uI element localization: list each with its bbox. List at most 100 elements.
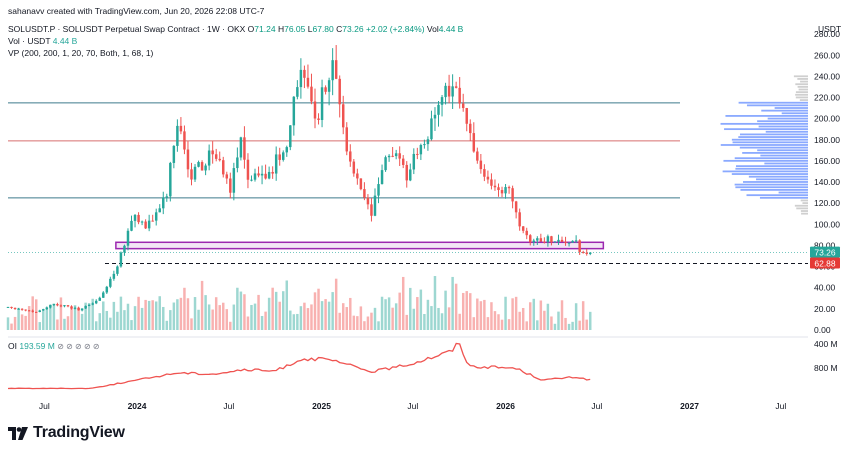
volume-bar bbox=[581, 301, 585, 330]
volume-bar bbox=[112, 301, 116, 330]
volume-bar bbox=[105, 310, 109, 330]
volume-bar bbox=[310, 304, 313, 330]
volume-bar bbox=[109, 317, 112, 330]
volume-bar bbox=[483, 299, 486, 330]
volume-value: 4.44 B bbox=[52, 36, 78, 46]
volume-bar bbox=[574, 303, 578, 330]
volume-bar bbox=[264, 311, 267, 330]
price-tick-label: 180.00 bbox=[814, 135, 840, 145]
volume-bar bbox=[162, 306, 165, 330]
volume-bar bbox=[17, 307, 20, 330]
oi-tick-label: 400 M bbox=[814, 339, 838, 349]
volume-profile-row bbox=[725, 115, 808, 117]
volume-bar bbox=[31, 296, 34, 330]
oi-settings-icons[interactable]: ⊘ ⊘ ⊘ ⊘ ⊘ bbox=[57, 342, 100, 351]
volume-bar bbox=[550, 316, 553, 330]
volume-bar bbox=[24, 315, 27, 330]
volume-profile-row bbox=[735, 165, 808, 168]
candle-body bbox=[211, 150, 214, 155]
volume-bar bbox=[186, 298, 190, 330]
volume-profile-row bbox=[799, 99, 808, 101]
candle-body bbox=[412, 153, 416, 170]
volume-profile-row bbox=[735, 186, 808, 189]
candle-body bbox=[162, 197, 165, 209]
volume-bar bbox=[27, 306, 31, 330]
volume-bar bbox=[165, 320, 169, 330]
close-label: C bbox=[336, 24, 343, 34]
price-tag-label: 62.88 bbox=[814, 259, 836, 269]
candle-body bbox=[119, 252, 123, 267]
volume-profile-row bbox=[756, 178, 808, 181]
volume-bar bbox=[303, 302, 306, 330]
candle-body bbox=[109, 278, 112, 287]
volume-profile-row bbox=[742, 152, 808, 154]
volume-bar bbox=[543, 310, 546, 330]
volume-profile-row bbox=[798, 88, 808, 91]
candle-body bbox=[574, 240, 578, 242]
candle-body bbox=[274, 154, 278, 174]
candle-body bbox=[77, 307, 80, 311]
volume-profile-row bbox=[801, 212, 808, 215]
created-by-text: sahanavv created with TradingView.com, J… bbox=[8, 6, 265, 16]
candle-body bbox=[560, 239, 564, 242]
volume-bar bbox=[140, 307, 144, 330]
candle-body bbox=[27, 310, 31, 312]
candle-body bbox=[451, 86, 454, 97]
volume-bar bbox=[225, 309, 229, 330]
candle-body bbox=[387, 155, 391, 158]
close-value: 73.26 bbox=[342, 24, 364, 34]
volume-bar bbox=[49, 305, 52, 330]
axes: 0.0020.0040.0060.0080.00100.00120.00140.… bbox=[39, 29, 840, 411]
open-interest-legend[interactable]: OI 193.59 M ⊘ ⊘ ⊘ ⊘ ⊘ bbox=[8, 341, 100, 351]
volume-profile-row bbox=[781, 112, 808, 115]
volume-profile-row bbox=[760, 154, 808, 157]
volume-bar bbox=[345, 307, 348, 330]
volume-profile-row bbox=[746, 104, 808, 107]
volume-bar bbox=[394, 303, 398, 330]
volume-bar bbox=[66, 316, 70, 330]
volume-bar bbox=[246, 316, 250, 330]
candle-body bbox=[133, 214, 137, 221]
volume-bar bbox=[84, 302, 87, 330]
volume-bar bbox=[334, 278, 338, 330]
volume-profile-legend[interactable]: VP (200, 200, 1, 20, 70, Both, 1, 68, 1) bbox=[8, 48, 154, 58]
candle-body bbox=[169, 162, 172, 197]
candle-body bbox=[66, 305, 70, 307]
currency-label: USDT bbox=[818, 24, 842, 34]
symbol-title[interactable]: SOLUSDT.P · SOLUSDT Perpetual Swap Contr… bbox=[8, 24, 246, 34]
candle-body bbox=[331, 60, 334, 81]
volume-bar bbox=[490, 302, 493, 330]
candle-body bbox=[267, 171, 271, 179]
candle-body bbox=[465, 108, 468, 124]
price-tick-label: 280.00 bbox=[814, 29, 840, 39]
volume-profile-row bbox=[738, 101, 808, 104]
volume-bar bbox=[193, 297, 197, 330]
time-tick-label: Jul bbox=[223, 401, 234, 411]
candle-body bbox=[514, 201, 518, 213]
candle-body bbox=[271, 171, 274, 174]
candle-body bbox=[469, 123, 472, 134]
volume-legend[interactable]: Vol · USDT 4.44 B bbox=[8, 36, 77, 46]
volume-bar bbox=[102, 301, 105, 330]
candle-body bbox=[38, 310, 41, 313]
horizontal-levels bbox=[8, 102, 808, 265]
volume-bar bbox=[539, 300, 543, 330]
candle-body bbox=[126, 230, 130, 246]
volume-bar bbox=[380, 296, 384, 330]
candle-body bbox=[278, 154, 281, 160]
volume-bar bbox=[317, 288, 320, 330]
volume-bar bbox=[274, 291, 278, 330]
oi-tick-label: 800 M bbox=[814, 363, 838, 373]
volume-bar bbox=[500, 319, 504, 330]
tradingview-logo[interactable]: TradingView bbox=[8, 424, 125, 442]
volume-bar bbox=[405, 314, 408, 330]
candle-body bbox=[200, 162, 204, 171]
volume-bars bbox=[6, 276, 592, 330]
volume-profile-row bbox=[764, 162, 808, 165]
volume-bar bbox=[349, 297, 352, 330]
candle-body bbox=[112, 273, 116, 279]
candle-body bbox=[190, 169, 193, 180]
time-tick-label: 2026 bbox=[496, 401, 515, 411]
candle-body bbox=[186, 149, 190, 170]
